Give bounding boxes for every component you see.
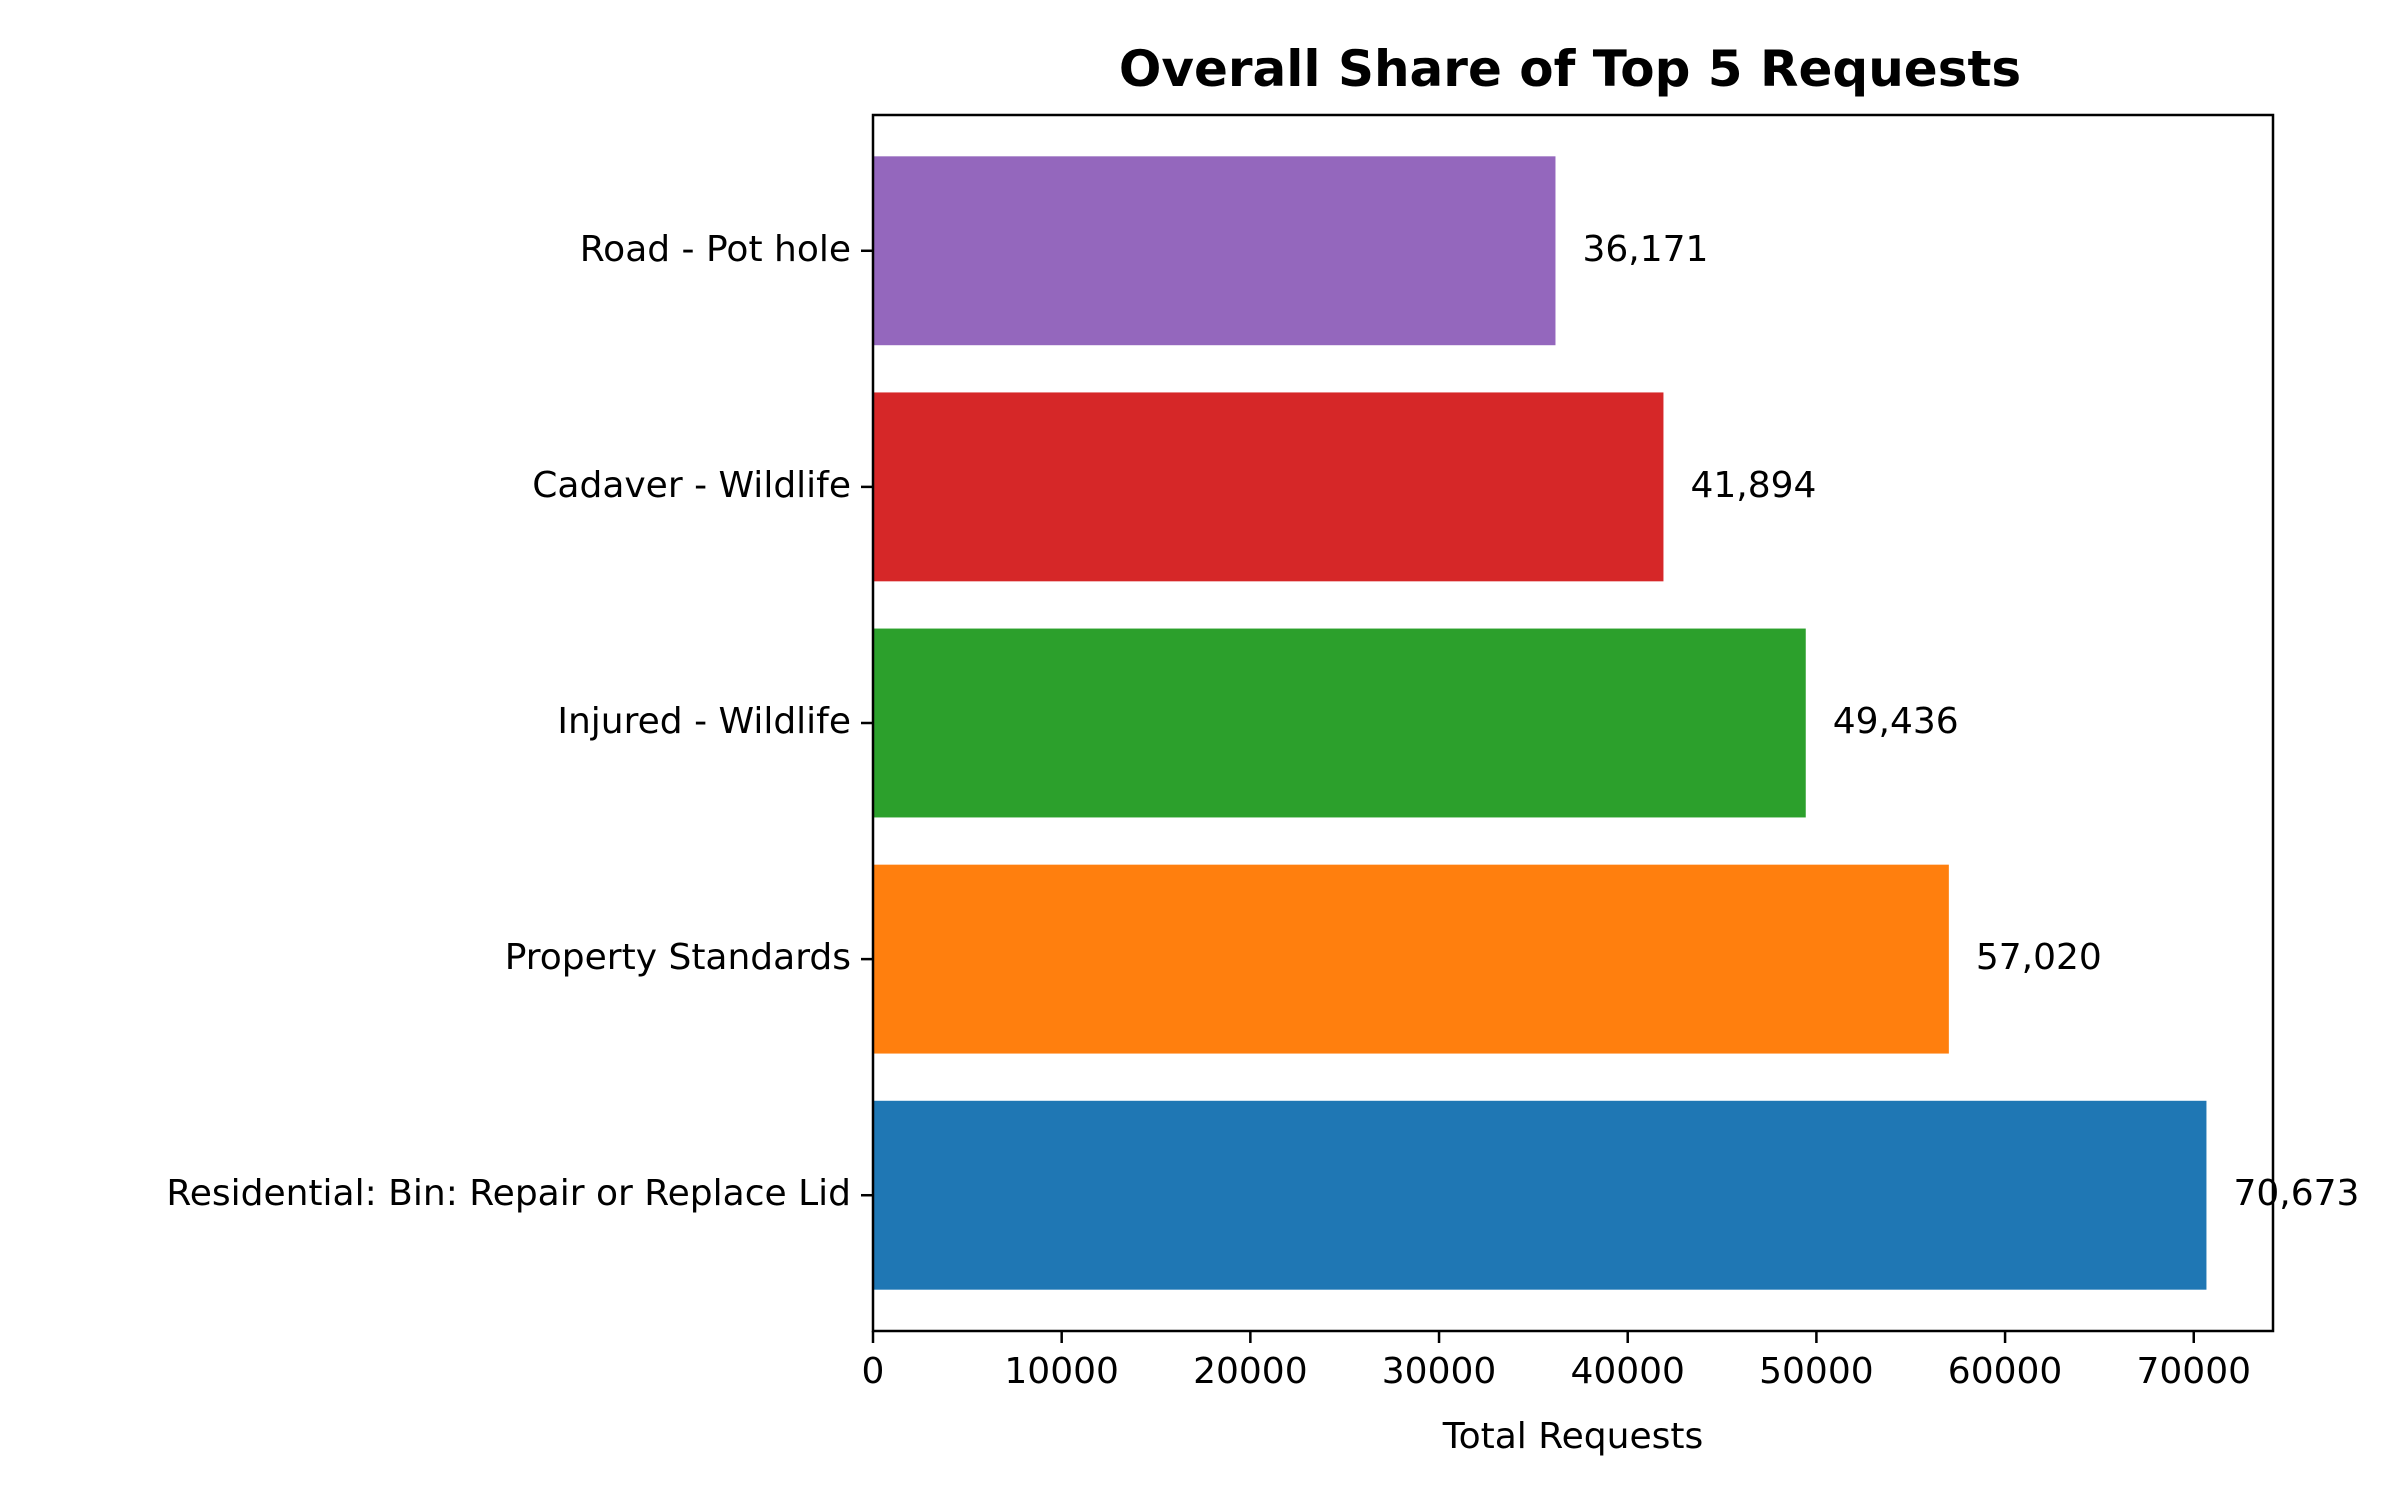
data-label: 36,171 [1582, 229, 1708, 270]
x-tick-label: 20000 [1193, 1351, 1308, 1392]
x-tick-label: 30000 [1382, 1351, 1497, 1392]
bar [873, 156, 1556, 346]
x-tick-label: 40000 [1570, 1351, 1685, 1392]
x-tick-label: 60000 [1948, 1351, 2063, 1392]
plot-frame [871, 113, 2275, 1333]
x-tick-label: 10000 [1004, 1351, 1119, 1392]
bar [873, 864, 1949, 1054]
x-axis-label: Total Requests [1442, 1416, 1704, 1457]
bar [873, 628, 1806, 818]
y-tick-label: Injured - Wildlife [557, 701, 851, 742]
y-axis: Residential: Bin: Repair or Replace Lid P… [166, 229, 873, 1214]
x-tick-label: 70000 [2136, 1351, 2251, 1392]
x-tick-label: 0 [862, 1351, 885, 1392]
data-labels-group: 70,673 57,020 49,436 41,894 36,171 [1582, 229, 2359, 1214]
y-tick-label: Road - Pot hole [580, 229, 851, 270]
bar [873, 392, 1664, 582]
chart-title: Overall Share of Top 5 Requests [1119, 40, 2021, 98]
x-tick-label: 50000 [1759, 1351, 1874, 1392]
x-axis: 0 10000 20000 30000 40000 50000 60000 70000 [862, 1331, 2251, 1392]
data-label: 70,673 [2233, 1173, 2359, 1214]
bars-group [873, 156, 2207, 1290]
y-tick-label: Residential: Bin: Repair or Replace Lid [166, 1173, 851, 1214]
data-label: 49,436 [1833, 701, 1959, 742]
y-tick-label: Property Standards [505, 937, 851, 978]
bar [873, 1100, 2207, 1290]
data-label: 41,894 [1690, 465, 1816, 506]
data-label: 57,020 [1976, 937, 2102, 978]
y-tick-label: Cadaver - Wildlife [532, 465, 851, 506]
